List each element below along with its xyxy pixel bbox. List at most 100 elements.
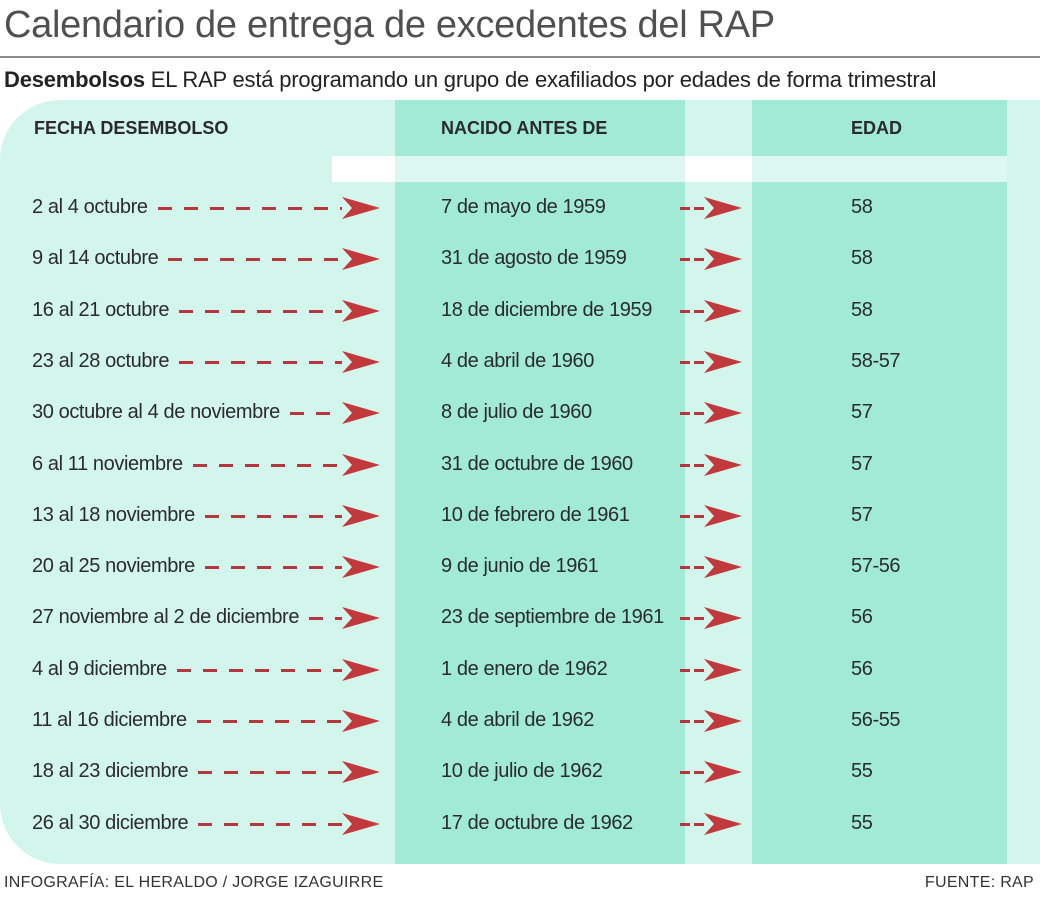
arrow-icon <box>340 707 382 735</box>
arrow-icon <box>340 758 382 786</box>
subtitle-text: EL RAP está programando un grupo de exaf… <box>144 67 937 92</box>
arrow-icon <box>340 810 382 838</box>
nacido-cell: 10 de febrero de 1961 <box>441 503 630 526</box>
edad-cell: 58 <box>851 247 873 270</box>
nacido-cell: 31 de octubre de 1960 <box>441 452 633 475</box>
page-title: Calendario de entrega de excedentes del … <box>4 4 775 46</box>
dashed-connector <box>193 463 342 467</box>
edad-cell: 57-56 <box>851 555 901 578</box>
edad-cell: 58 <box>851 298 873 321</box>
arrow-icon <box>340 399 382 427</box>
arrow-icon <box>340 656 382 684</box>
arrow-icon <box>702 604 744 632</box>
nacido-column-band <box>395 100 685 864</box>
header-separator <box>332 156 395 182</box>
fecha-cell: 2 al 4 octubre <box>32 196 148 218</box>
fecha-cell: 30 octubre al 4 de noviembre <box>32 401 280 424</box>
nacido-cell: 7 de mayo de 1959 <box>441 196 606 218</box>
arrow-icon <box>340 604 382 632</box>
fecha-cell: 13 al 18 noviembre <box>32 503 195 526</box>
arrow-icon <box>340 348 382 376</box>
table-row: 11 al 16 diciembre 4 de abril de 1962 56-5… <box>0 697 1040 747</box>
header-separator <box>752 156 1007 182</box>
edad-cell: 57 <box>851 401 873 424</box>
table-row: 13 al 18 noviembre 10 de febrero de 1961 5… <box>0 492 1040 542</box>
table-row: 4 al 9 diciembre 1 de enero de 1962 56 <box>0 646 1040 696</box>
dashed-connector <box>680 360 704 364</box>
arrow-icon <box>340 502 382 530</box>
dashed-connector <box>680 258 704 262</box>
arrow-icon <box>702 245 744 273</box>
nacido-cell: 23 de septiembre de 1961 <box>441 606 664 629</box>
dashed-connector <box>177 668 342 672</box>
source-text: FUENTE: RAP <box>924 874 1034 891</box>
arrow-icon <box>340 553 382 581</box>
dashed-connector <box>168 258 342 262</box>
table-row: 16 al 21 octubre 18 de diciembre de 1959 5… <box>0 287 1040 337</box>
table-row: 26 al 30 diciembre 17 de octubre de 1962 5… <box>0 800 1040 850</box>
table-row: 30 octubre al 4 de noviembre 8 de julio d… <box>0 389 1040 439</box>
table-row: 18 al 23 diciembre 10 de julio de 1962 55 <box>0 748 1040 798</box>
fecha-cell: 18 al 23 diciembre <box>32 760 189 783</box>
edad-cell: 56-55 <box>851 709 901 731</box>
edad-cell: 56 <box>851 606 873 629</box>
arrow-icon <box>702 656 744 684</box>
arrow-icon <box>702 553 744 581</box>
dashed-connector <box>198 771 342 775</box>
fecha-cell: 4 al 9 diciembre <box>32 657 167 680</box>
dashed-connector <box>680 463 704 467</box>
dashed-connector <box>680 412 704 416</box>
nacido-cell: 31 de agosto de 1959 <box>441 247 627 270</box>
column-header-fecha: FECHA DESEMBOLSO <box>34 118 229 138</box>
fecha-cell: 16 al 21 octubre <box>32 298 170 321</box>
fecha-cell: 20 al 25 noviembre <box>32 555 195 578</box>
credit-text: INFOGRAFÍA: EL HERALDO / JORGE IZAGUIRRE <box>4 874 384 891</box>
table-row: 6 al 11 noviembre 31 de octubre de 1960 57 <box>0 441 1040 491</box>
arrow-icon <box>340 194 382 222</box>
dashed-connector <box>290 412 342 416</box>
arrow-icon <box>702 707 744 735</box>
dashed-connector <box>197 720 342 723</box>
arrow-icon <box>702 810 744 838</box>
edad-cell: 57 <box>851 452 873 475</box>
column-header-edad: EDAD <box>851 118 903 138</box>
table-row: 2 al 4 octubre 7 de mayo de 1959 58 <box>0 184 1040 234</box>
table-row: 9 al 14 octubre 31 de agosto de 1959 58 <box>0 235 1040 285</box>
nacido-cell: 17 de octubre de 1962 <box>441 811 633 834</box>
dashed-connector <box>680 668 704 672</box>
table-row: 20 al 25 noviembre 9 de junio de 1961 57-5… <box>0 543 1040 593</box>
edad-cell: 57 <box>851 503 873 526</box>
fecha-cell: 27 noviembre al 2 de diciembre <box>32 606 300 629</box>
nacido-cell: 4 de abril de 1960 <box>441 349 594 372</box>
arrow-icon <box>702 451 744 479</box>
arrow-icon <box>702 297 744 325</box>
arrow-icon <box>702 758 744 786</box>
fecha-cell: 23 al 28 octubre <box>32 349 170 372</box>
edad-cell: 56 <box>851 657 873 680</box>
edad-cell: 55 <box>851 811 873 834</box>
dashed-connector <box>680 617 704 621</box>
nacido-cell: 8 de julio de 1960 <box>441 401 592 424</box>
dashed-connector <box>179 309 342 313</box>
arrow-icon <box>702 348 744 376</box>
nacido-cell: 1 de enero de 1962 <box>441 657 608 680</box>
dashed-connector <box>680 309 704 313</box>
dashed-connector <box>680 207 704 210</box>
arrow-icon <box>702 399 744 427</box>
fecha-cell: 6 al 11 noviembre <box>32 452 183 475</box>
nacido-cell: 10 de julio de 1962 <box>441 760 603 783</box>
fecha-cell: 9 al 14 octubre <box>32 247 159 270</box>
subtitle: Desembolsos EL RAP está programando un g… <box>4 67 1036 93</box>
fecha-cell: 11 al 16 diciembre <box>32 709 187 731</box>
title-divider <box>0 56 1040 58</box>
edad-cell: 58-57 <box>851 349 901 372</box>
edad-column-band <box>752 100 1007 864</box>
arrow-icon <box>702 502 744 530</box>
nacido-cell: 18 de diciembre de 1959 <box>441 298 652 321</box>
header-separator <box>395 156 685 182</box>
dashed-connector <box>680 720 704 723</box>
arrow-icon <box>340 451 382 479</box>
dashed-connector <box>179 360 342 364</box>
table-row: 27 noviembre al 2 de diciembre 23 de sept… <box>0 594 1040 644</box>
